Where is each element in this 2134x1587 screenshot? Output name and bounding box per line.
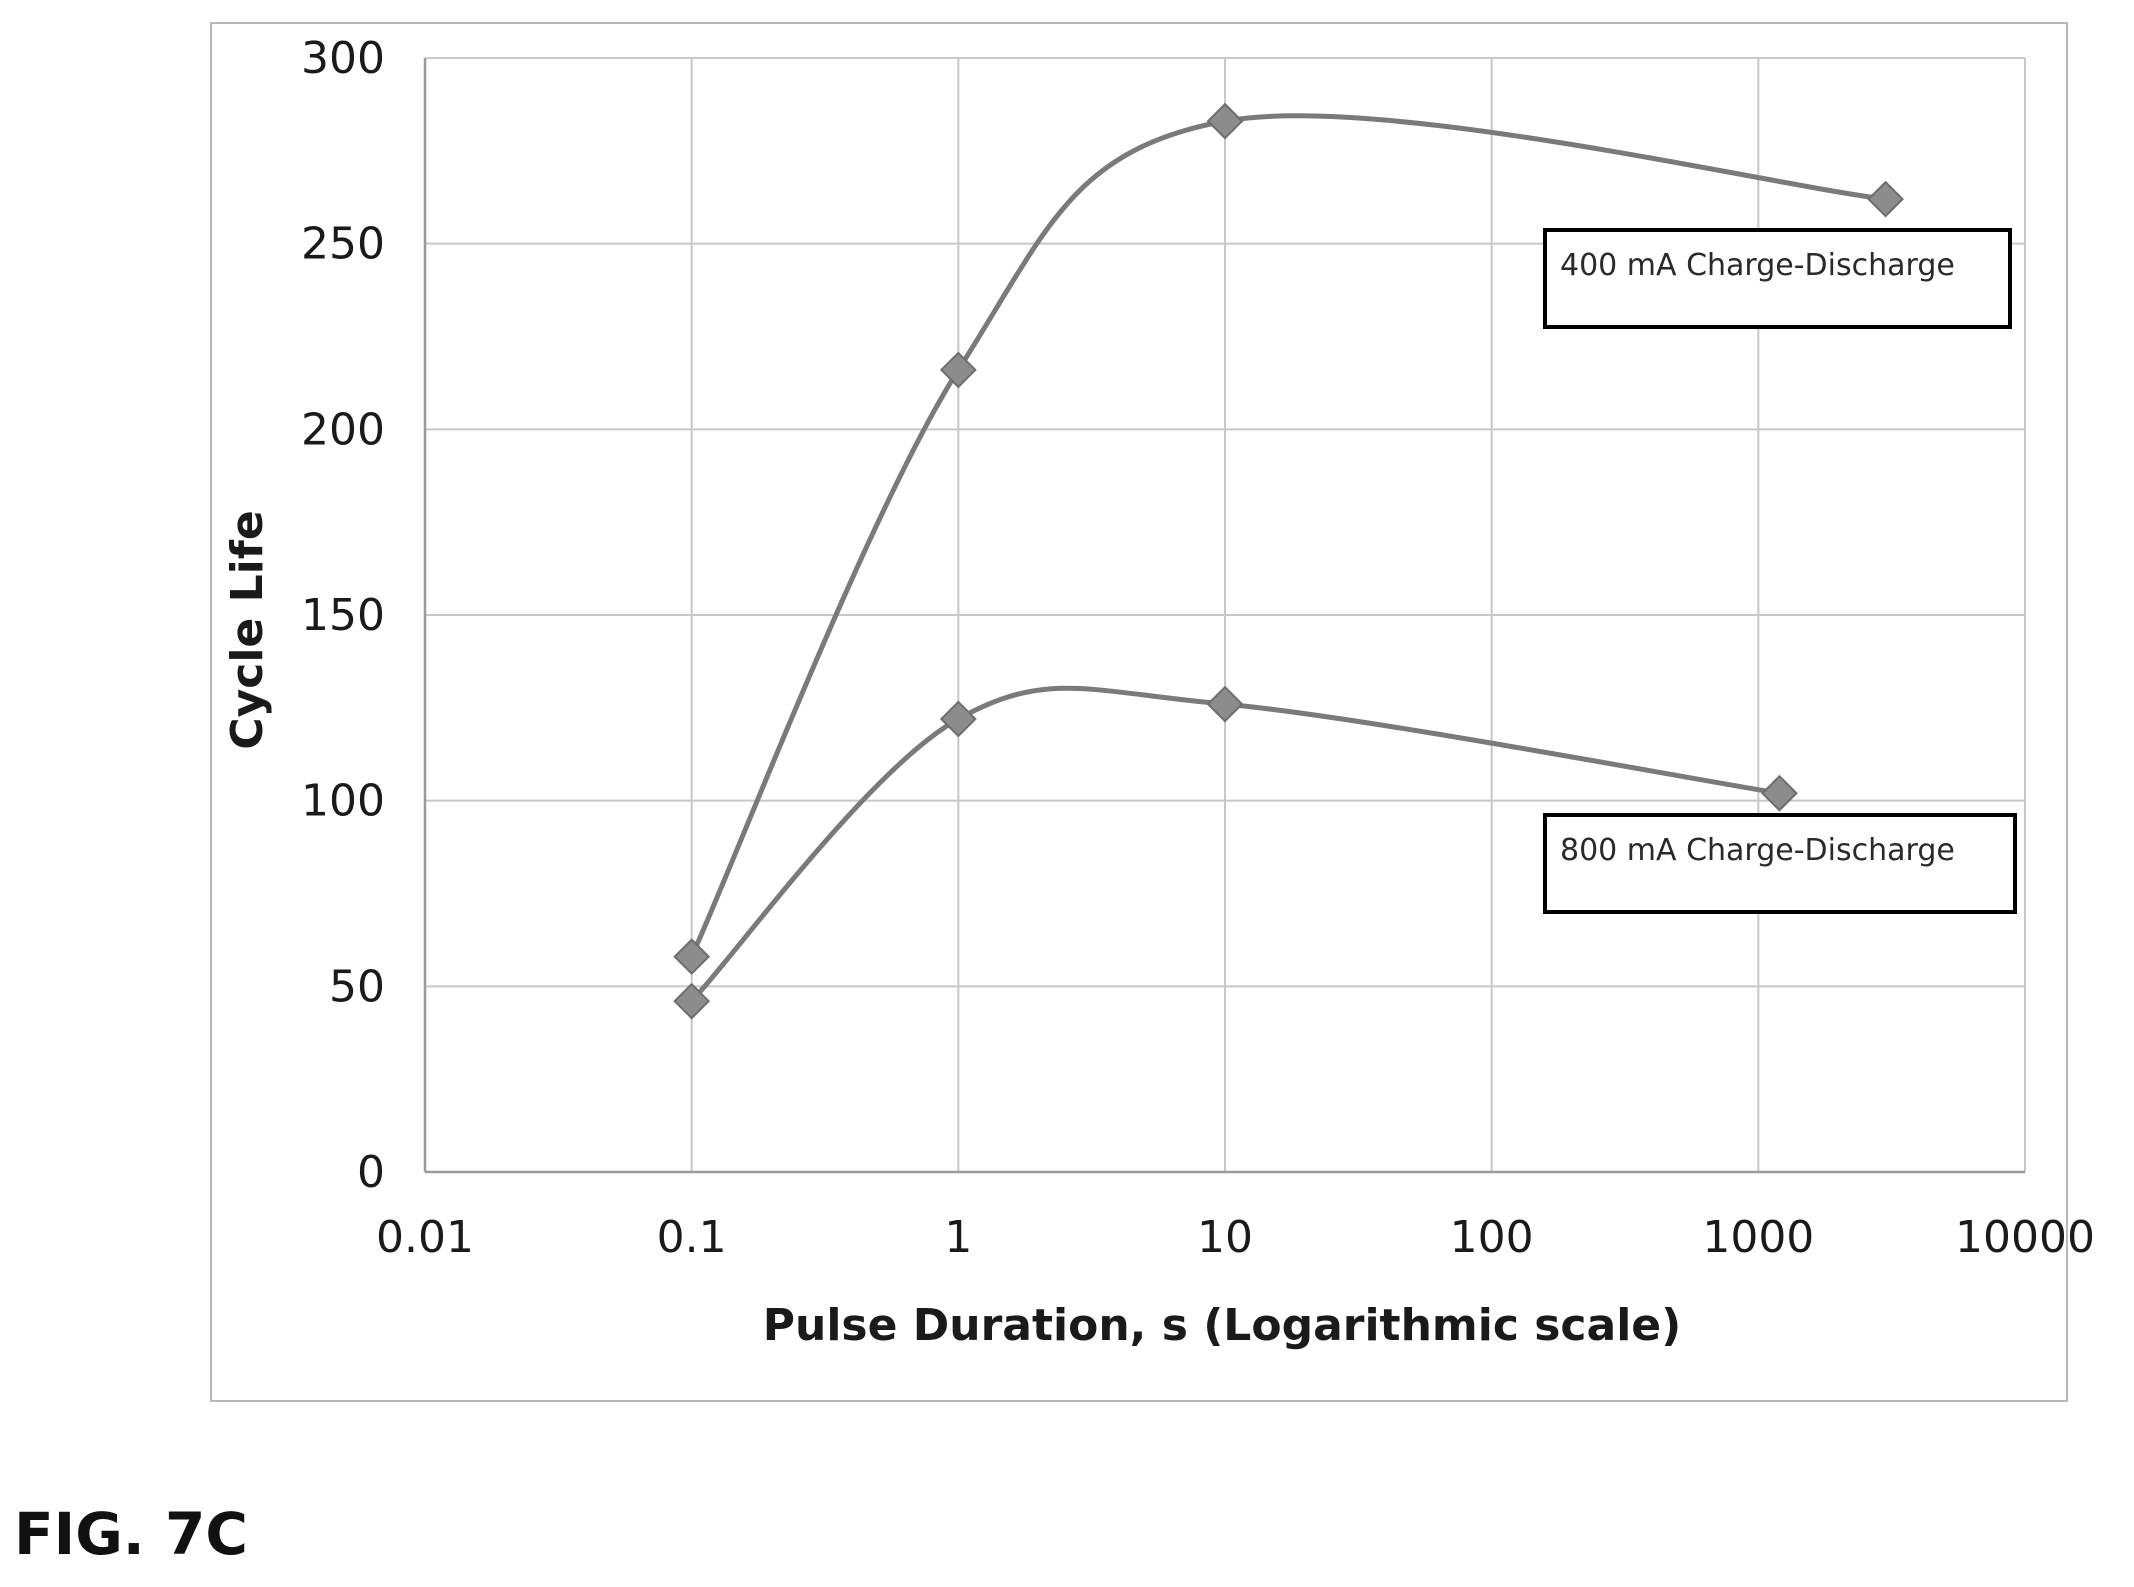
data-point [1206, 102, 1244, 140]
series-layer [673, 102, 1904, 1020]
series-label: 800 mA Charge-Discharge [1560, 833, 1955, 868]
series-label-box [1543, 813, 2017, 914]
data-point [673, 938, 711, 976]
x-tick-label: 1 [944, 1212, 972, 1263]
x-tick-label: 10000 [1955, 1212, 2095, 1263]
y-tick-label: 250 [301, 219, 385, 270]
y-tick-label: 200 [301, 404, 385, 455]
data-point [673, 982, 711, 1020]
grid [424, 57, 2026, 1173]
y-axis-title: Cycle Life [222, 510, 273, 749]
x-tick-label: 0.1 [657, 1212, 727, 1263]
series-line [689, 113, 1886, 958]
figure-caption: FIG. 7C [14, 1500, 248, 1568]
y-tick-label: 50 [329, 961, 385, 1012]
y-tick-label: 0 [357, 1147, 385, 1198]
chart-frame [210, 22, 2068, 1402]
data-point [1867, 180, 1904, 218]
series-labels: 400 mA Charge-Discharge 800 mA Charge-Dis… [1543, 228, 2017, 914]
data-point [939, 351, 977, 389]
x-tick-label: 10 [1197, 1212, 1253, 1263]
data-point [1761, 774, 1798, 812]
data-point [1206, 685, 1244, 723]
y-tick-label: 300 [301, 33, 385, 84]
x-tick-label: 0.01 [376, 1212, 474, 1263]
series-label: 400 mA Charge-Discharge [1560, 248, 1955, 283]
axes: 0 50 100 150 200 250 300 0.01 0.1 1 10 100 1000 10000 [301, 33, 2095, 1263]
y-tick-label: 100 [301, 776, 385, 827]
x-tick-label: 1000 [1702, 1212, 1814, 1263]
x-tick-label: 100 [1450, 1212, 1534, 1263]
x-axis-title: Pulse Duration, s (Logarithmic scale) [763, 1300, 1681, 1351]
series-label-box [1543, 228, 2012, 329]
series-line [689, 685, 1780, 1003]
data-point [939, 700, 977, 738]
y-tick-label: 150 [301, 590, 385, 641]
